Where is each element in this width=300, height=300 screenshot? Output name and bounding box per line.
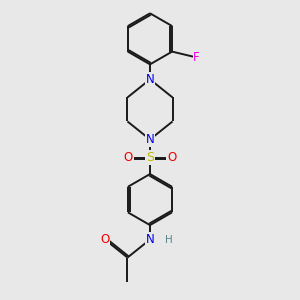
Text: H: H <box>165 235 172 244</box>
Text: N: N <box>146 73 154 86</box>
Text: O: O <box>124 151 133 164</box>
Text: S: S <box>146 151 154 164</box>
Text: N: N <box>146 133 154 146</box>
Text: N: N <box>146 233 154 246</box>
Text: F: F <box>193 51 200 64</box>
Text: O: O <box>100 233 110 246</box>
Text: O: O <box>167 151 176 164</box>
